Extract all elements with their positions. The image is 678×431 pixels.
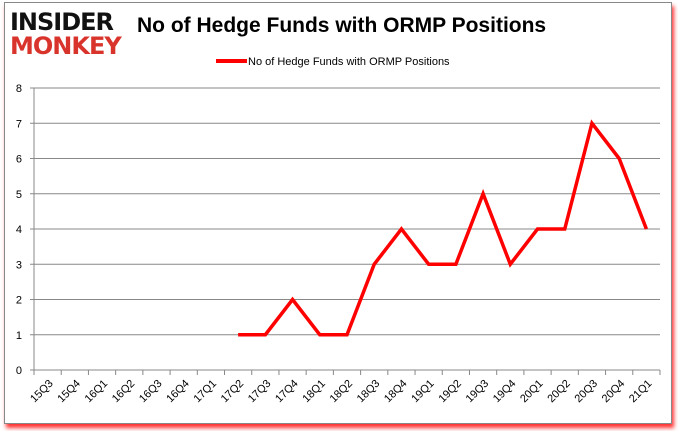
legend-label: No of Hedge Funds with ORMP Positions xyxy=(248,56,450,68)
x-tick-label: 18Q1 xyxy=(300,378,328,406)
x-tick-label: 19Q4 xyxy=(491,378,519,406)
y-tick-label: 8 xyxy=(16,83,22,95)
y-tick-label: 0 xyxy=(16,365,22,377)
x-tick-label: 15Q4 xyxy=(55,378,83,406)
x-tick-label: 20Q3 xyxy=(573,378,601,406)
y-tick-label: 4 xyxy=(16,224,22,236)
x-tick-label: 18Q4 xyxy=(382,378,410,406)
y-tick-label: 3 xyxy=(16,259,22,271)
y-tick-label: 2 xyxy=(16,295,22,307)
logo-line1: INSIDER xyxy=(10,8,114,36)
x-tick-label: 17Q1 xyxy=(192,378,220,406)
x-tick-label: 20Q2 xyxy=(545,378,573,406)
x-tick-label: 15Q3 xyxy=(28,378,56,406)
x-tick-label: 20Q4 xyxy=(600,378,628,406)
x-tick-label: 18Q2 xyxy=(328,378,356,406)
x-tick-label: 17Q3 xyxy=(246,378,274,406)
insider-monkey-logo: INSIDER MONKEY xyxy=(10,8,122,60)
x-tick-label: 17Q2 xyxy=(219,378,247,406)
x-tick-label: 21Q1 xyxy=(627,378,655,406)
y-tick-label: 7 xyxy=(16,118,22,130)
y-tick-label: 1 xyxy=(16,330,22,342)
x-tick-label: 17Q4 xyxy=(273,378,301,406)
x-tick-label: 16Q4 xyxy=(164,378,192,406)
x-tick-label: 18Q3 xyxy=(355,378,383,406)
x-tick-label: 16Q1 xyxy=(83,378,111,406)
chart-title: No of Hedge Funds with ORMP Positions xyxy=(137,14,547,37)
x-tick-label: 20Q1 xyxy=(518,378,546,406)
y-tick-label: 5 xyxy=(16,189,22,201)
chart-frame xyxy=(4,2,672,424)
x-tick-label: 16Q2 xyxy=(110,378,138,406)
x-tick-label: 19Q3 xyxy=(464,378,492,406)
series-line xyxy=(238,119,649,337)
x-tick-label: 16Q3 xyxy=(137,378,165,406)
logo-line2: MONKEY xyxy=(10,32,122,60)
x-tick-label: 19Q2 xyxy=(436,378,464,406)
y-tick-label: 6 xyxy=(16,154,22,166)
x-tick-label: 19Q1 xyxy=(409,378,437,406)
